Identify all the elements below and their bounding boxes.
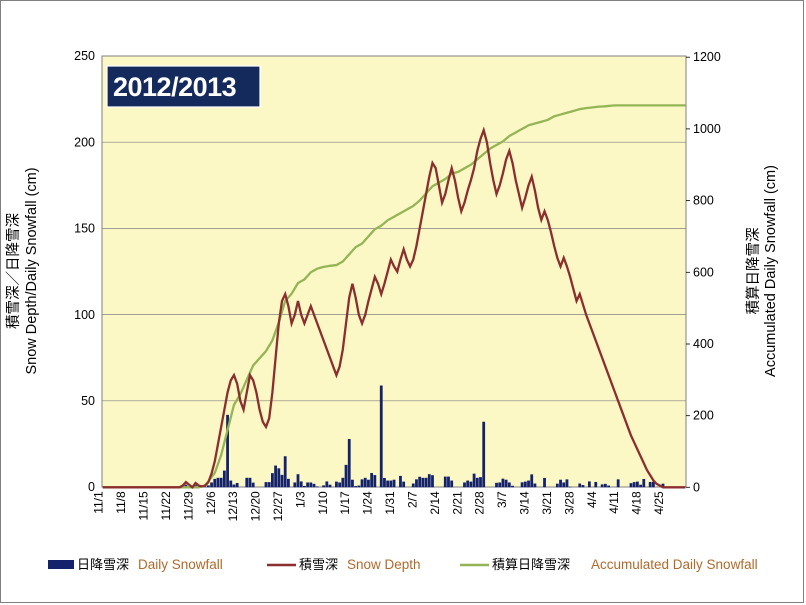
svg-text:4/25: 4/25 [652, 491, 666, 515]
svg-text:12/13: 12/13 [226, 491, 240, 521]
svg-text:1/10: 1/10 [316, 491, 330, 515]
svg-text:12/20: 12/20 [249, 491, 263, 521]
svg-text:200: 200 [74, 136, 95, 150]
svg-text:4/4: 4/4 [585, 491, 599, 508]
svg-text:積雪深: 積雪深 [299, 554, 338, 573]
svg-text:150: 150 [74, 222, 95, 236]
svg-text:4/11: 4/11 [607, 491, 621, 514]
svg-text:1/31: 1/31 [383, 491, 397, 515]
svg-text:1/3: 1/3 [293, 491, 307, 508]
svg-text:12/27: 12/27 [271, 491, 285, 521]
svg-text:11/15: 11/15 [137, 491, 151, 520]
svg-text:4/18: 4/18 [630, 491, 644, 515]
svg-text:3/21: 3/21 [540, 491, 554, 515]
svg-text:600: 600 [693, 265, 714, 279]
svg-text:積算日降雪深: 積算日降雪深 [742, 228, 763, 315]
svg-text:2/7: 2/7 [405, 491, 419, 508]
svg-text:1200: 1200 [693, 50, 721, 64]
svg-text:12/6: 12/6 [204, 491, 218, 515]
svg-text:200: 200 [693, 409, 714, 423]
svg-text:1/24: 1/24 [361, 491, 375, 515]
svg-text:11/22: 11/22 [159, 491, 173, 520]
svg-text:日降雪深: 日降雪深 [77, 554, 129, 573]
svg-text:3/7: 3/7 [495, 491, 509, 508]
svg-text:11/8: 11/8 [114, 491, 128, 514]
svg-text:Snow Depth: Snow Depth [347, 557, 421, 572]
svg-text:2/28: 2/28 [473, 491, 487, 515]
svg-text:Accumulated Daily Snowfall: Accumulated Daily Snowfall [591, 557, 758, 572]
svg-text:0: 0 [693, 480, 700, 494]
svg-text:400: 400 [693, 337, 714, 351]
svg-text:11/1: 11/1 [92, 491, 106, 514]
svg-text:11/29: 11/29 [181, 491, 195, 520]
svg-text:1/17: 1/17 [338, 491, 352, 515]
svg-text:積雪深／日降雪深: 積雪深／日降雪深 [2, 213, 23, 329]
svg-text:Snow Depth/Daily Snowfall (cm): Snow Depth/Daily Snowfall (cm) [24, 167, 40, 374]
svg-text:2012/2013: 2012/2013 [113, 72, 237, 102]
svg-text:1000: 1000 [693, 122, 721, 136]
svg-text:2/14: 2/14 [428, 491, 442, 515]
svg-text:3/14: 3/14 [518, 491, 532, 515]
svg-text:2/21: 2/21 [450, 491, 464, 515]
svg-text:Daily Snowfall: Daily Snowfall [138, 557, 223, 572]
svg-text:積算日降雪深: 積算日降雪深 [492, 554, 570, 573]
svg-text:100: 100 [74, 308, 95, 322]
svg-text:50: 50 [81, 394, 95, 408]
svg-text:800: 800 [693, 194, 714, 208]
svg-text:Accumulated Daily Snowfall (cm: Accumulated Daily Snowfall (cm) [763, 165, 779, 377]
svg-text:250: 250 [74, 49, 95, 63]
svg-text:3/28: 3/28 [562, 491, 576, 515]
